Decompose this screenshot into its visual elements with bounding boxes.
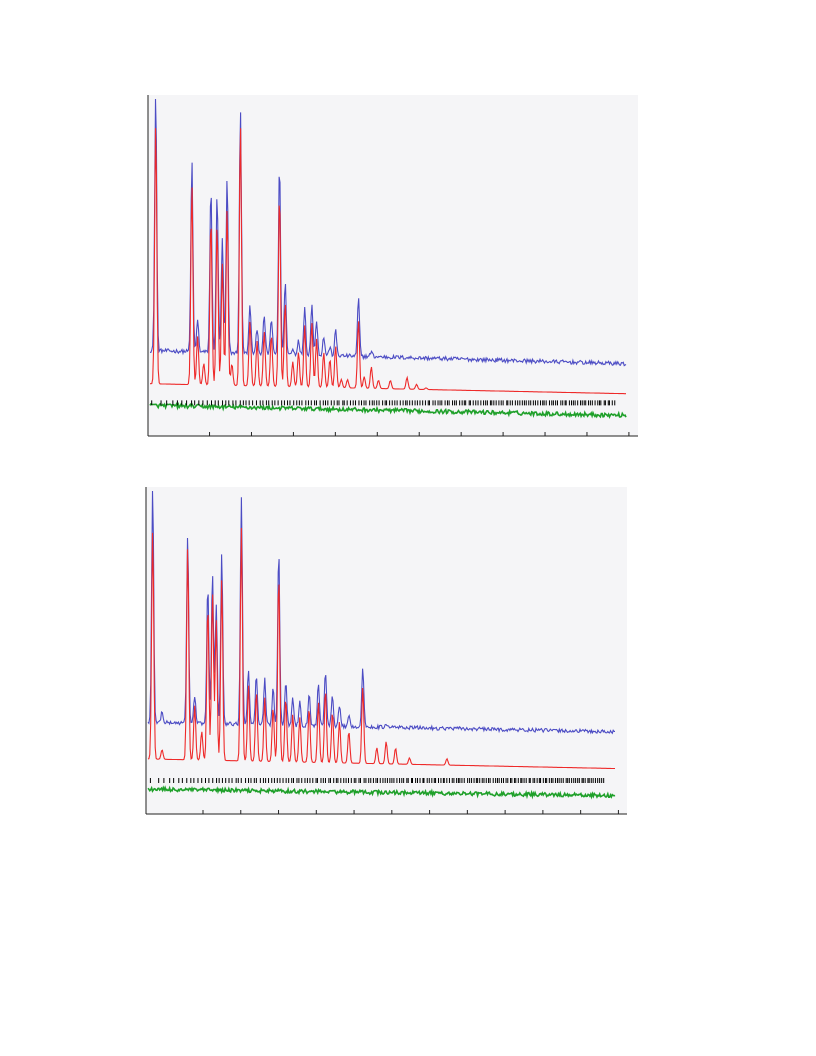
reflection-marks xyxy=(149,777,605,783)
reflection-marks xyxy=(151,400,616,406)
chart-panel-1 xyxy=(147,95,638,437)
difference-series-line xyxy=(149,401,627,420)
calculated-series-line xyxy=(147,527,615,770)
chart-svg-1 xyxy=(147,95,638,437)
observed-series-line xyxy=(147,490,615,735)
chart-panel-2 xyxy=(145,487,627,815)
difference-series-line xyxy=(147,785,616,800)
calculated-series-line xyxy=(150,128,626,395)
observed-series-line xyxy=(149,98,627,367)
chart-svg-2 xyxy=(145,487,627,815)
